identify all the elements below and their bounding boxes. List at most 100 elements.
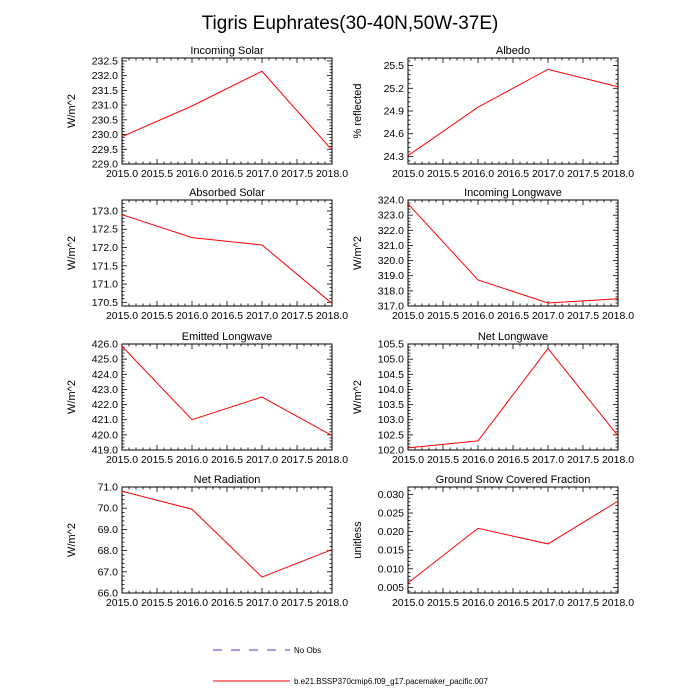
y-tick-label: 0.015: [378, 545, 404, 557]
y-tick-label: 231.5: [92, 85, 118, 97]
y-tick-label: 103.0: [378, 414, 404, 426]
x-tick-label: 2016.5: [211, 454, 243, 466]
x-tick-label: 2016.5: [497, 597, 529, 609]
y-tick-label: 25.2: [384, 83, 405, 95]
x-tick-label: 2017.5: [281, 597, 313, 609]
x-tick-label: 2015.5: [141, 168, 173, 180]
series-line: [407, 203, 619, 304]
x-tick-label: 2018.0: [316, 168, 348, 180]
panel-title: Absorbed Solar: [189, 187, 265, 199]
x-tick-label: 2017.0: [532, 454, 564, 466]
panel-net-longwave: Net Longwave W/m^2 2015.0 2015.5 2016.0 2016.…: [352, 331, 634, 466]
y-axis-label: W/m^2: [66, 523, 78, 557]
y-tick-label: 320.0: [378, 255, 404, 267]
y-tick-label: 321.0: [378, 240, 404, 252]
x-tick-label: 2016.5: [497, 310, 529, 322]
y-axis-label: W/m^2: [352, 380, 364, 414]
y-tick-label: 24.6: [384, 128, 405, 140]
y-tick-label: 104.5: [378, 369, 404, 381]
y-tick-label: 232.0: [92, 70, 118, 82]
y-tick-label: 423.0: [92, 384, 118, 396]
y-tick-label: 70.0: [98, 503, 119, 515]
x-tick-label: 2017.5: [281, 310, 313, 322]
y-tick-label: 170.5: [92, 297, 118, 309]
series-line: [121, 70, 333, 151]
y-tick-label: 231.0: [92, 100, 118, 112]
x-tick-label: 2015.0: [392, 310, 424, 322]
x-tick-label: 2017.5: [281, 168, 313, 180]
x-tick-label: 2018.0: [316, 454, 348, 466]
y-tick-label: 0.020: [378, 526, 404, 538]
x-tick-label: 2015.5: [141, 454, 173, 466]
x-tick-label: 2016.0: [176, 168, 208, 180]
y-tick-label: 319.0: [378, 270, 404, 282]
panel-title: Net Longwave: [478, 331, 548, 343]
y-axis-label: W/m^2: [66, 380, 78, 414]
panel-ground-snow-covered-fraction: Ground Snow Covered Fraction unitless 2015…: [352, 474, 634, 609]
legend-label: No Obs: [294, 646, 321, 655]
y-tick-label: 68.0: [98, 545, 119, 557]
panel-incoming-longwave: Incoming Longwave W/m^2 2015.0 2015.5 2016.0…: [352, 187, 634, 322]
panel-title: Ground Snow Covered Fraction: [436, 474, 591, 486]
x-tick-label: 2017.0: [246, 454, 278, 466]
y-tick-label: 322.0: [378, 225, 404, 237]
legend-label: b.e21.BSSP370cmip6.f09_g17.pacemaker_pac…: [294, 677, 488, 686]
panel-title: Net Radiation: [194, 474, 261, 486]
x-tick-label: 2016.0: [462, 454, 494, 466]
y-tick-label: 69.0: [98, 524, 119, 536]
panel-title: Incoming Solar: [190, 45, 264, 57]
x-tick-label: 2018.0: [602, 597, 634, 609]
x-tick-label: 2017.5: [567, 168, 599, 180]
y-tick-label: 71.0: [98, 482, 119, 494]
y-tick-label: 317.0: [378, 301, 404, 313]
x-tick-label: 2016.5: [497, 454, 529, 466]
panel-albedo: Albedo % reflected 2015.0 2015.5 2016.0 2016.…: [352, 45, 634, 180]
x-tick-label: 2018.0: [316, 597, 348, 609]
x-tick-label: 2015.0: [106, 310, 138, 322]
x-tick-label: 2016.0: [462, 597, 494, 609]
y-tick-label: 420.0: [92, 429, 118, 441]
x-tick-label: 2015.5: [141, 597, 173, 609]
y-tick-label: 230.0: [92, 129, 118, 141]
y-tick-label: 0.025: [378, 508, 404, 520]
x-tick-label: 2017.5: [567, 454, 599, 466]
x-tick-label: 2018.0: [316, 310, 348, 322]
x-tick-label: 2016.5: [211, 168, 243, 180]
y-tick-label: 104.0: [378, 384, 404, 396]
x-tick-label: 2015.5: [427, 454, 459, 466]
y-tick-label: 229.0: [92, 159, 118, 171]
y-tick-label: 422.0: [92, 399, 118, 411]
x-tick-label: 2015.0: [392, 168, 424, 180]
y-tick-label: 232.5: [92, 55, 118, 67]
y-tick-label: 24.3: [384, 151, 405, 163]
x-tick-label: 2017.5: [567, 310, 599, 322]
x-tick-label: 2015.0: [106, 168, 138, 180]
y-tick-label: 105.5: [378, 339, 404, 351]
y-tick-label: 66.0: [98, 588, 119, 600]
x-tick-label: 2016.0: [176, 597, 208, 609]
x-tick-label: 2015.5: [427, 168, 459, 180]
x-tick-label: 2016.0: [176, 310, 208, 322]
y-tick-label: 425.0: [92, 354, 118, 366]
x-tick-label: 2016.0: [462, 310, 494, 322]
x-tick-label: 2017.5: [281, 454, 313, 466]
y-tick-label: 424.0: [92, 369, 118, 381]
x-tick-label: 2016.5: [211, 310, 243, 322]
x-tick-label: 2015.0: [392, 597, 424, 609]
x-tick-label: 2016.0: [176, 454, 208, 466]
y-tick-label: 102.5: [378, 429, 404, 441]
y-tick-label: 421.0: [92, 414, 118, 426]
series-line: [121, 345, 333, 437]
x-tick-label: 2017.0: [246, 168, 278, 180]
x-tick-label: 2016.5: [211, 597, 243, 609]
y-axis-label: unitless: [352, 521, 364, 559]
x-tick-label: 2015.5: [427, 310, 459, 322]
figure-title: Tigris Euphrates(30-40N,50W-37E): [202, 13, 499, 34]
y-tick-label: 171.5: [92, 260, 118, 272]
y-tick-label: 324.0: [378, 195, 404, 207]
x-tick-label: 2017.0: [532, 310, 564, 322]
y-tick-label: 102.0: [378, 445, 404, 457]
x-tick-label: 2018.0: [602, 310, 634, 322]
